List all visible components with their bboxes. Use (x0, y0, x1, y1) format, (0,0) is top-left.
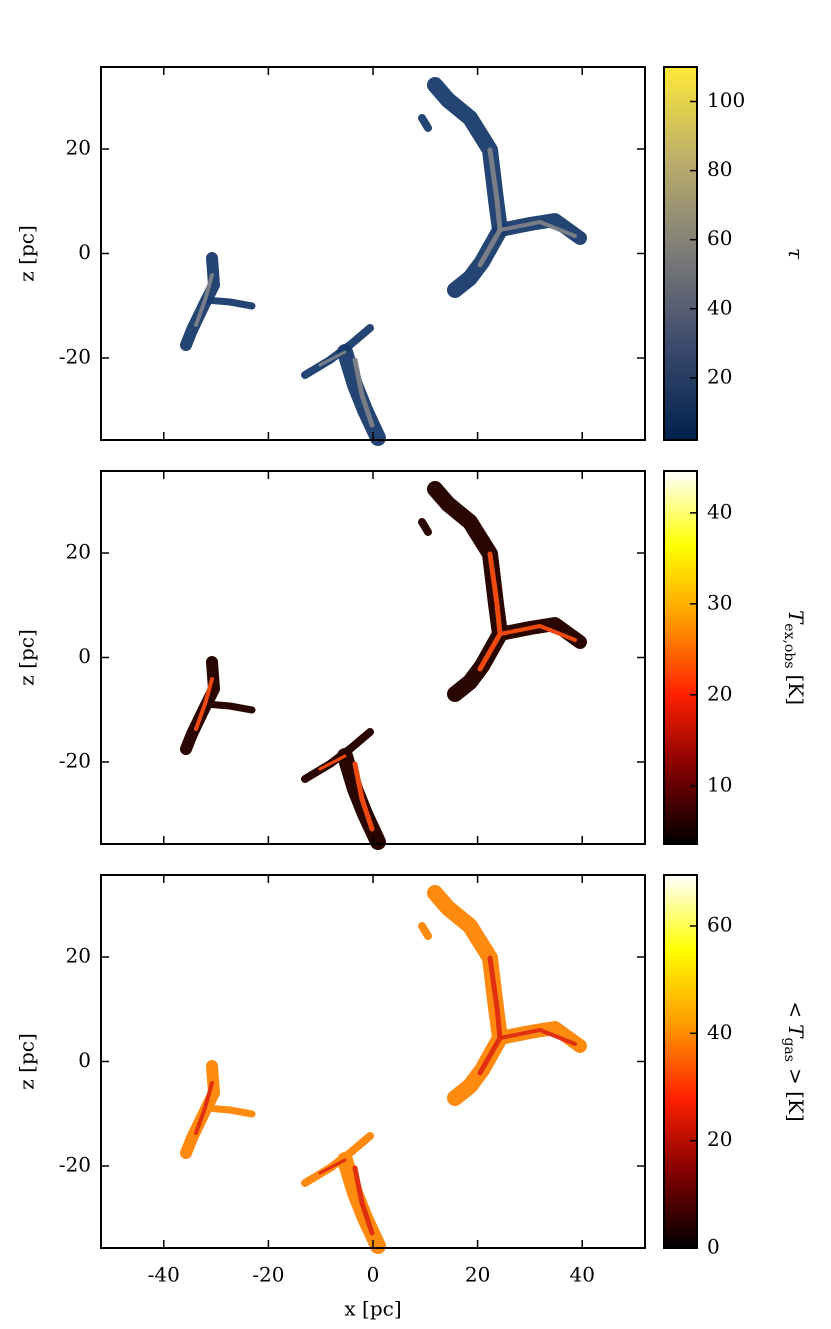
colorbar (663, 470, 698, 845)
colorbar-tick-label: 20 (707, 1127, 732, 1151)
filament (498, 1028, 577, 1046)
colorbar-tick-label: 40 (707, 1020, 732, 1044)
colorbar (663, 66, 698, 441)
filament (202, 1104, 256, 1118)
filament (477, 551, 503, 672)
colorbar-tick-label: 100 (707, 88, 745, 112)
colorbar-tick-label: 60 (707, 226, 732, 250)
y-axis-label: z [pc] (15, 629, 39, 686)
colorbar-label: < Tgas > [K] (781, 1001, 809, 1121)
filament (418, 922, 432, 940)
y-axis-label: z [pc] (15, 225, 39, 282)
colorbar-label: τ (785, 248, 809, 260)
axes-frame (100, 66, 646, 441)
colorbar-tick-label: 80 (707, 157, 732, 181)
colorbar-label-part: T (785, 610, 809, 625)
y-tick-label: 20 (66, 944, 91, 968)
filament (202, 700, 256, 714)
x-tick-label: -20 (252, 1263, 284, 1287)
filament (418, 518, 432, 536)
y-tick-label: 20 (66, 136, 91, 160)
filament (352, 1165, 375, 1236)
filament (352, 761, 375, 832)
colorbar-tick-label: 60 (707, 912, 732, 936)
filament (477, 147, 503, 268)
colorbar-label-part: ex,obs (781, 623, 797, 668)
filament (318, 754, 347, 771)
y-axis-label: z [pc] (15, 1033, 39, 1090)
colorbar-label-part: > [K] (785, 1068, 809, 1122)
y-tick-label: 0 (78, 644, 91, 668)
map-image (180, 77, 587, 446)
colorbar-label: Tex,obs [K] (781, 610, 809, 705)
filament (418, 114, 432, 132)
filament (427, 77, 508, 298)
axes-frame (100, 470, 646, 845)
filament (427, 481, 508, 702)
colorbar (663, 874, 698, 1249)
colorbar-tick-label: 10 (707, 772, 732, 796)
filament (477, 955, 503, 1076)
filament (318, 1158, 347, 1175)
colorbar-tick-label: 40 (707, 499, 732, 523)
map-image (180, 481, 587, 850)
filament (194, 273, 214, 327)
y-tick-label: 0 (78, 240, 91, 264)
x-axis-label: x [pc] (344, 1297, 401, 1321)
colorbar-tick-label: 20 (707, 364, 732, 388)
filament (427, 885, 508, 1106)
x-tick-label: 40 (570, 1263, 595, 1287)
colorbar-tick-label: 0 (707, 1235, 720, 1259)
filament (318, 350, 347, 367)
y-tick-label: 0 (78, 1048, 91, 1072)
colorbar-label-part: τ (785, 248, 809, 260)
y-tick-label: -20 (59, 1152, 91, 1176)
colorbar-label-part: T (785, 1024, 809, 1039)
filament (194, 677, 214, 731)
y-tick-label: -20 (59, 748, 91, 772)
x-tick-label: 20 (465, 1263, 490, 1287)
filament (202, 296, 256, 310)
map-image (180, 885, 587, 1254)
colorbar-tick-label: 40 (707, 295, 732, 319)
y-tick-label: 20 (66, 540, 91, 564)
axes-frame (100, 874, 646, 1249)
filament (352, 357, 375, 428)
colorbar-label-part: gas (781, 1037, 797, 1062)
x-tick-label: -40 (148, 1263, 180, 1287)
x-tick-label: 0 (367, 1263, 380, 1287)
colorbar-label-part: [K] (785, 675, 809, 706)
colorbar-tick-label: 30 (707, 590, 732, 614)
y-tick-label: -20 (59, 344, 91, 368)
colorbar-label-part: < (785, 1001, 809, 1018)
filament (194, 1081, 214, 1135)
filament (498, 624, 577, 642)
colorbar-tick-label: 20 (707, 681, 732, 705)
filament (498, 220, 577, 238)
